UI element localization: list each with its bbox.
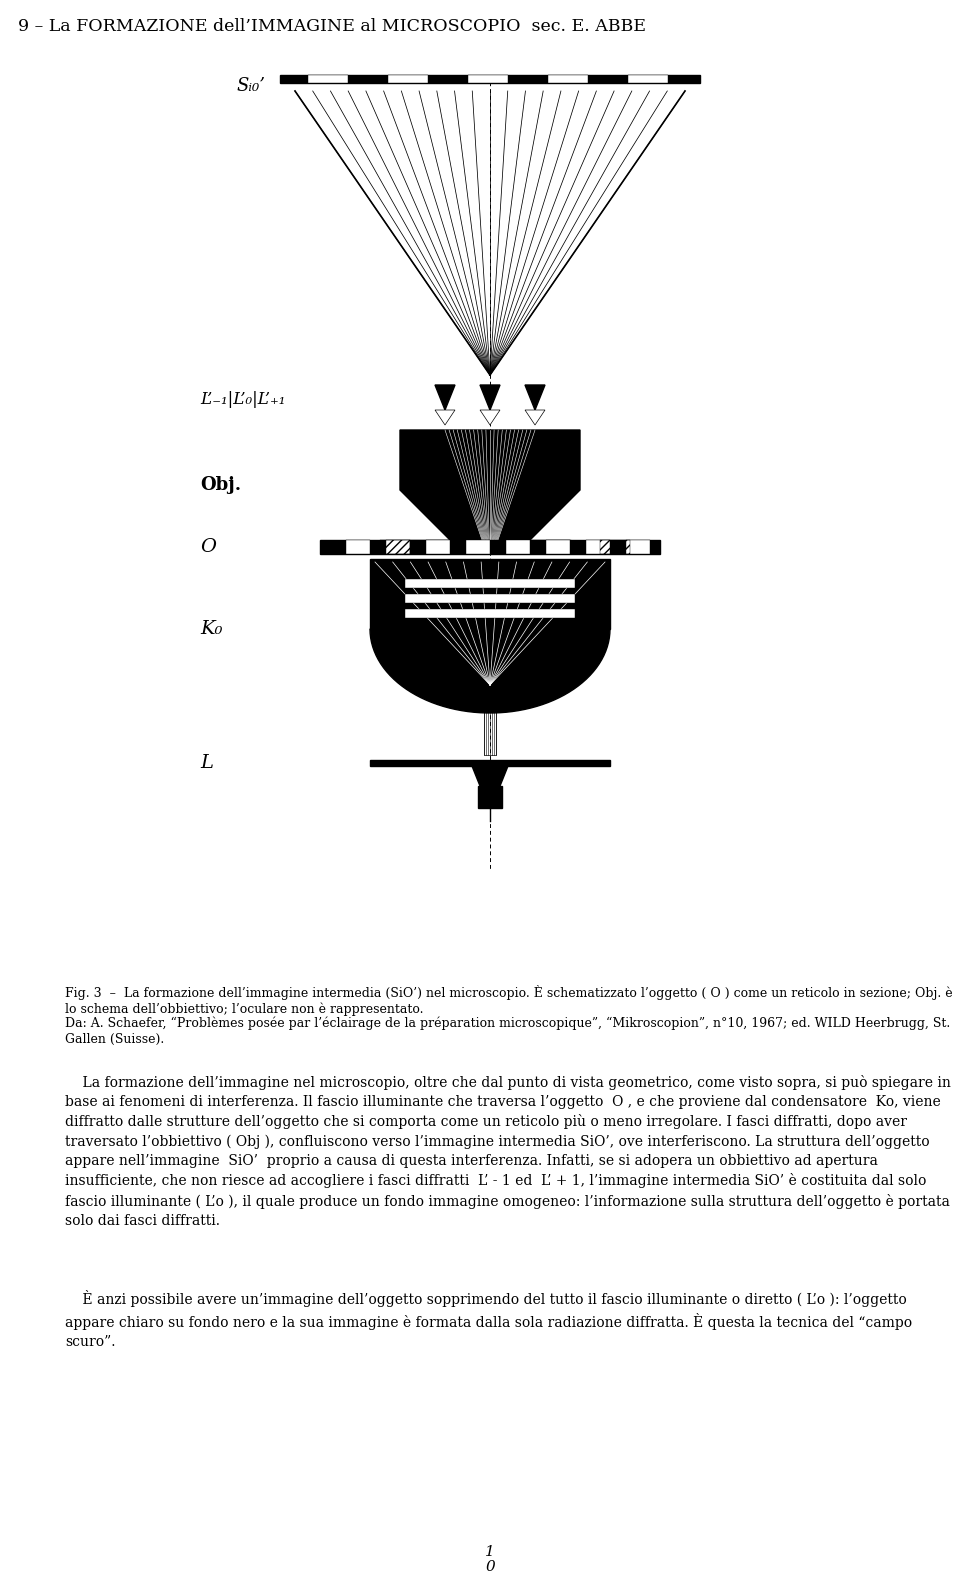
Bar <box>484 700 496 754</box>
Polygon shape <box>480 410 500 426</box>
Bar <box>468 75 508 83</box>
Text: Da: A. Schaefer, “Problèmes posée par l’éclairage de la préparation microscopiqu: Da: A. Schaefer, “Problèmes posée par l’… <box>65 1016 950 1045</box>
Text: 1: 1 <box>485 1545 494 1559</box>
Bar <box>600 540 630 554</box>
Bar <box>628 75 668 83</box>
Bar <box>405 580 575 588</box>
Text: Obj.: Obj. <box>200 476 241 494</box>
Bar <box>466 540 490 554</box>
Bar <box>586 540 610 554</box>
Polygon shape <box>525 410 545 426</box>
Text: Fig. 3  –  La formazione dell’immagine intermedia (SiO’) nel microscopio. È sche: Fig. 3 – La formazione dell’immagine int… <box>65 985 952 1016</box>
Polygon shape <box>480 384 500 410</box>
Text: Sᵢ₀’: Sᵢ₀’ <box>236 76 265 95</box>
Bar <box>405 610 575 618</box>
Bar <box>380 540 410 554</box>
Text: O: O <box>200 538 216 556</box>
Polygon shape <box>435 410 455 426</box>
Polygon shape <box>370 629 610 713</box>
Text: L: L <box>200 754 213 772</box>
Text: 9 – La FORMAZIONE dell’IMMAGINE al MICROSCOPIO  sec. E. ABBE: 9 – La FORMAZIONE dell’IMMAGINE al MICRO… <box>18 17 646 35</box>
Bar <box>386 540 410 554</box>
Bar <box>308 75 348 83</box>
Polygon shape <box>472 765 508 786</box>
Bar <box>370 761 610 765</box>
Bar <box>370 559 610 629</box>
Polygon shape <box>525 384 545 410</box>
Bar <box>546 540 570 554</box>
Text: È anzi possibile avere un’immagine dell’oggetto sopprimendo del tutto il fascio : È anzi possibile avere un’immagine dell’… <box>65 1289 912 1350</box>
Text: L’₋₁|L’₀|L’₊₁: L’₋₁|L’₀|L’₊₁ <box>200 392 285 408</box>
Bar <box>280 75 700 83</box>
Polygon shape <box>435 384 455 410</box>
Text: La formazione dell’immagine nel microscopio, oltre che dal punto di vista geomet: La formazione dell’immagine nel microsco… <box>65 1075 950 1228</box>
Bar <box>548 75 588 83</box>
Bar <box>506 540 530 554</box>
Polygon shape <box>400 430 580 540</box>
Text: 0: 0 <box>485 1559 494 1574</box>
Text: K₀: K₀ <box>200 619 223 638</box>
Bar <box>320 540 660 554</box>
Bar <box>388 75 428 83</box>
Bar <box>405 594 575 603</box>
Bar <box>346 540 370 554</box>
Bar <box>426 540 450 554</box>
Bar <box>478 786 502 808</box>
Bar <box>626 540 650 554</box>
